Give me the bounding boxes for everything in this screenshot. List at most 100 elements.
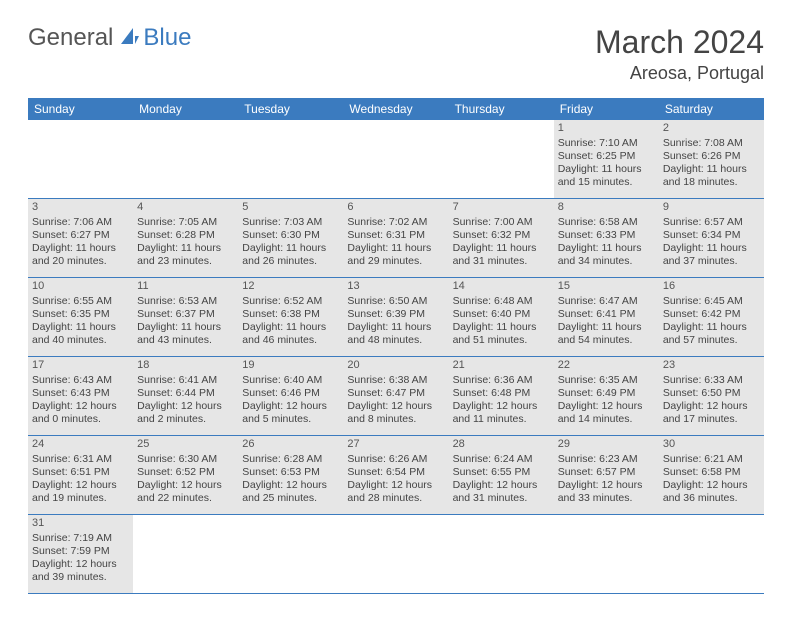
sunrise-text: Sunrise: 6:47 AM: [558, 295, 655, 308]
day1-text: Daylight: 12 hours: [137, 400, 234, 413]
day-number: 5: [242, 201, 339, 215]
day2-text: and 22 minutes.: [137, 492, 234, 505]
sunset-text: Sunset: 6:48 PM: [453, 387, 550, 400]
day2-text: and 19 minutes.: [32, 492, 129, 505]
day-number: 31: [32, 517, 129, 531]
day-header: Thursday: [449, 98, 554, 120]
sunset-text: Sunset: 6:54 PM: [347, 466, 444, 479]
sunset-text: Sunset: 6:58 PM: [663, 466, 760, 479]
calendar-cell: [554, 515, 659, 594]
day2-text: and 20 minutes.: [32, 255, 129, 268]
day-header: Monday: [133, 98, 238, 120]
calendar-cell: [133, 120, 238, 199]
day2-text: and 34 minutes.: [558, 255, 655, 268]
day2-text: and 43 minutes.: [137, 334, 234, 347]
sunset-text: Sunset: 6:30 PM: [242, 229, 339, 242]
day1-text: Daylight: 11 hours: [347, 321, 444, 334]
day-number: 24: [32, 438, 129, 452]
calendar-cell: 9Sunrise: 6:57 AMSunset: 6:34 PMDaylight…: [659, 199, 764, 278]
calendar-cell: 13Sunrise: 6:50 AMSunset: 6:39 PMDayligh…: [343, 278, 448, 357]
day1-text: Daylight: 11 hours: [558, 242, 655, 255]
day1-text: Daylight: 11 hours: [453, 242, 550, 255]
day2-text: and 39 minutes.: [32, 571, 129, 584]
day-number: 22: [558, 359, 655, 373]
day2-text: and 25 minutes.: [242, 492, 339, 505]
day-number: 30: [663, 438, 760, 452]
calendar-week: 10Sunrise: 6:55 AMSunset: 6:35 PMDayligh…: [28, 278, 764, 357]
sunrise-text: Sunrise: 7:06 AM: [32, 216, 129, 229]
day-header: Tuesday: [238, 98, 343, 120]
calendar-cell: 1Sunrise: 7:10 AMSunset: 6:25 PMDaylight…: [554, 120, 659, 199]
calendar-cell: 3Sunrise: 7:06 AMSunset: 6:27 PMDaylight…: [28, 199, 133, 278]
day-number: 21: [453, 359, 550, 373]
day2-text: and 8 minutes.: [347, 413, 444, 426]
sunset-text: Sunset: 6:41 PM: [558, 308, 655, 321]
day1-text: Daylight: 12 hours: [32, 558, 129, 571]
day-number: 17: [32, 359, 129, 373]
sunrise-text: Sunrise: 6:40 AM: [242, 374, 339, 387]
logo-text-general: General: [28, 24, 113, 52]
day-number: 10: [32, 280, 129, 294]
day-number: 8: [558, 201, 655, 215]
calendar-week: 17Sunrise: 6:43 AMSunset: 6:43 PMDayligh…: [28, 357, 764, 436]
calendar-cell: 8Sunrise: 6:58 AMSunset: 6:33 PMDaylight…: [554, 199, 659, 278]
day-header: Wednesday: [343, 98, 448, 120]
sunrise-text: Sunrise: 6:21 AM: [663, 453, 760, 466]
sunset-text: Sunset: 6:53 PM: [242, 466, 339, 479]
calendar-cell: [28, 120, 133, 199]
day1-text: Daylight: 11 hours: [242, 242, 339, 255]
sunset-text: Sunset: 6:52 PM: [137, 466, 234, 479]
calendar-cell: [238, 120, 343, 199]
day1-text: Daylight: 12 hours: [663, 479, 760, 492]
day-number: 4: [137, 201, 234, 215]
sunrise-text: Sunrise: 7:08 AM: [663, 137, 760, 150]
day1-text: Daylight: 11 hours: [558, 321, 655, 334]
calendar-cell: [449, 515, 554, 594]
day2-text: and 31 minutes.: [453, 492, 550, 505]
day-number: 27: [347, 438, 444, 452]
calendar-cell: 14Sunrise: 6:48 AMSunset: 6:40 PMDayligh…: [449, 278, 554, 357]
calendar-week: 31Sunrise: 7:19 AMSunset: 7:59 PMDayligh…: [28, 515, 764, 594]
calendar-table: SundayMondayTuesdayWednesdayThursdayFrid…: [28, 98, 764, 594]
day1-text: Daylight: 11 hours: [242, 321, 339, 334]
day1-text: Daylight: 12 hours: [558, 400, 655, 413]
day1-text: Daylight: 11 hours: [453, 321, 550, 334]
day-number: 12: [242, 280, 339, 294]
header-row: General Blue March 2024 Areosa, Portugal: [28, 24, 764, 84]
day-number: 1: [558, 122, 655, 136]
sunset-text: Sunset: 6:49 PM: [558, 387, 655, 400]
sunrise-text: Sunrise: 6:38 AM: [347, 374, 444, 387]
day1-text: Daylight: 11 hours: [137, 242, 234, 255]
sunrise-text: Sunrise: 6:33 AM: [663, 374, 760, 387]
day1-text: Daylight: 11 hours: [663, 242, 760, 255]
day-number: 2: [663, 122, 760, 136]
day2-text: and 26 minutes.: [242, 255, 339, 268]
sunrise-text: Sunrise: 6:48 AM: [453, 295, 550, 308]
day1-text: Daylight: 11 hours: [558, 163, 655, 176]
day2-text: and 51 minutes.: [453, 334, 550, 347]
sunset-text: Sunset: 6:31 PM: [347, 229, 444, 242]
calendar-cell: 22Sunrise: 6:35 AMSunset: 6:49 PMDayligh…: [554, 357, 659, 436]
sunset-text: Sunset: 6:34 PM: [663, 229, 760, 242]
day2-text: and 14 minutes.: [558, 413, 655, 426]
sunset-text: Sunset: 6:33 PM: [558, 229, 655, 242]
calendar-cell: 5Sunrise: 7:03 AMSunset: 6:30 PMDaylight…: [238, 199, 343, 278]
day-number: 23: [663, 359, 760, 373]
calendar-cell: [449, 120, 554, 199]
day1-text: Daylight: 12 hours: [347, 479, 444, 492]
sunset-text: Sunset: 6:38 PM: [242, 308, 339, 321]
month-title: March 2024: [595, 24, 764, 61]
sunset-text: Sunset: 6:40 PM: [453, 308, 550, 321]
sunset-text: Sunset: 6:37 PM: [137, 308, 234, 321]
day-number: 9: [663, 201, 760, 215]
day1-text: Daylight: 12 hours: [453, 400, 550, 413]
sunset-text: Sunset: 6:47 PM: [347, 387, 444, 400]
day2-text: and 0 minutes.: [32, 413, 129, 426]
day1-text: Daylight: 12 hours: [453, 479, 550, 492]
calendar-cell: [659, 515, 764, 594]
day1-text: Daylight: 12 hours: [137, 479, 234, 492]
title-block: March 2024 Areosa, Portugal: [595, 24, 764, 84]
calendar-cell: 4Sunrise: 7:05 AMSunset: 6:28 PMDaylight…: [133, 199, 238, 278]
day2-text: and 46 minutes.: [242, 334, 339, 347]
day2-text: and 11 minutes.: [453, 413, 550, 426]
